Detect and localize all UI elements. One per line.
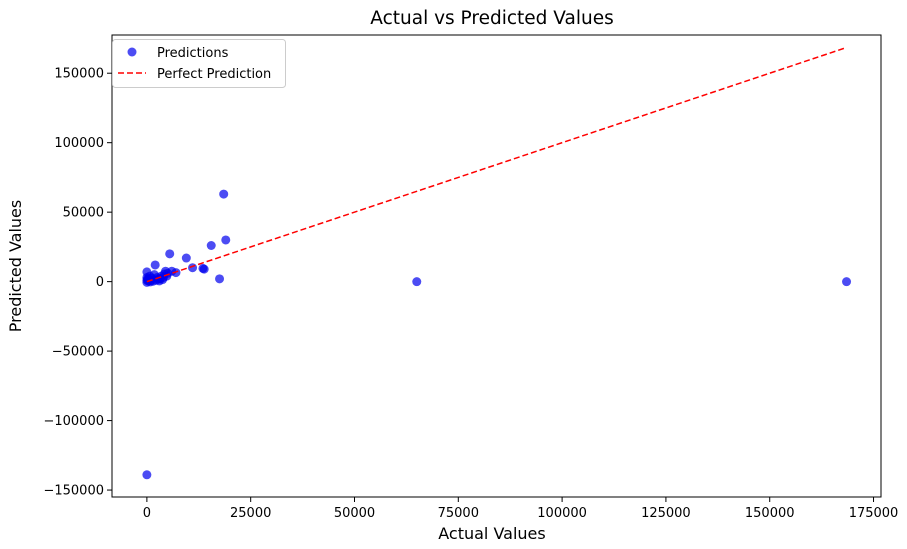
legend-box (112, 39, 286, 88)
x-tick-label: 100000 (537, 506, 587, 521)
data-point (842, 277, 852, 287)
data-point (165, 249, 175, 259)
data-point (206, 241, 216, 251)
data-point (221, 235, 231, 245)
data-point (215, 274, 225, 284)
legend-label-perfect-prediction: Perfect Prediction (157, 67, 271, 82)
x-axis: 0 25000 50000 75000 100000 125000 150000 175000 (143, 497, 899, 521)
y-tick-label: 50000 (63, 206, 104, 221)
x-tick-label: 75000 (438, 506, 479, 521)
perfect-prediction-line (146, 46, 847, 283)
x-tick-label: 50000 (334, 506, 375, 521)
x-axis-title: Actual Values (438, 524, 545, 543)
plot-area (142, 46, 852, 480)
x-tick-label: 175000 (849, 506, 899, 521)
legend-marker-predictions (127, 47, 137, 57)
legend-label-predictions: Predictions (157, 46, 229, 61)
data-point (142, 470, 152, 480)
x-tick-label: 125000 (641, 506, 691, 521)
y-tick-label: −50000 (52, 345, 104, 360)
chart-title: Actual vs Predicted Values (370, 8, 613, 29)
x-tick-label: 0 (143, 506, 151, 521)
y-axis: −150000 −100000 −50000 0 50000 100000 150000 (43, 67, 112, 499)
legend: Predictions Perfect Prediction (112, 39, 286, 88)
y-tick-label: 0 (96, 275, 104, 290)
data-point (219, 189, 229, 199)
y-axis-title: Predicted Values (6, 200, 25, 332)
data-point (150, 260, 160, 270)
y-tick-label: 150000 (54, 67, 104, 82)
y-tick-label: 100000 (54, 136, 104, 151)
x-tick-label: 25000 (230, 506, 271, 521)
y-tick-label: −100000 (43, 414, 104, 429)
data-point (199, 264, 209, 274)
plot-frame (111, 34, 882, 498)
data-point (188, 263, 198, 273)
y-tick-label: −150000 (43, 484, 104, 499)
data-point (181, 253, 191, 263)
x-tick-label: 150000 (745, 506, 795, 521)
data-point (412, 277, 422, 287)
